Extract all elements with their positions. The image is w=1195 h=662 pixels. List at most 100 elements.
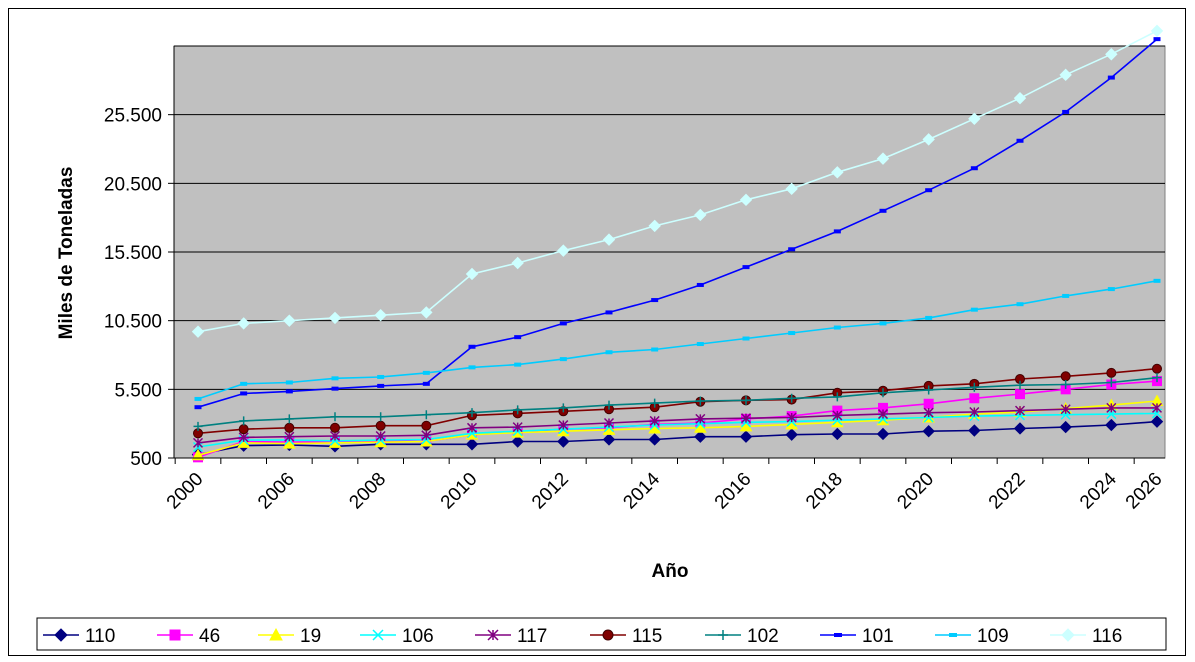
data-point-marker — [514, 362, 522, 367]
x-tick-label: 2026 — [1122, 469, 1167, 514]
y-tick-label: 15.500 — [104, 243, 162, 264]
data-point-marker — [1016, 302, 1024, 307]
data-point-marker — [1062, 109, 1070, 114]
x-tick-label: 2000 — [163, 469, 208, 514]
data-point-marker — [1151, 402, 1163, 413]
data-point-marker — [194, 405, 202, 410]
data-point-marker — [1106, 402, 1117, 413]
series-line — [197, 376, 1158, 428]
legend-label: 110 — [85, 626, 115, 647]
data-point-marker — [331, 376, 339, 381]
legend-label: 101 — [862, 626, 894, 647]
data-point-marker — [514, 335, 522, 340]
legend-label: 46 — [199, 626, 220, 647]
data-point-marker — [877, 413, 889, 424]
legend-box — [36, 617, 1167, 651]
series-line — [197, 280, 1158, 400]
data-point-marker — [739, 430, 753, 443]
data-point-marker — [969, 406, 980, 418]
data-point-marker — [419, 434, 433, 447]
data-point-marker — [557, 244, 570, 257]
data-point-marker — [925, 188, 933, 193]
data-point-marker — [949, 633, 957, 637]
data-point-marker — [169, 629, 181, 641]
data-point-marker — [240, 381, 248, 386]
data-point-marker — [285, 389, 293, 394]
data-point-marker — [1014, 405, 1026, 416]
gridlines — [174, 45, 1165, 390]
data-point-marker — [1060, 371, 1071, 382]
legend-label: 116 — [1092, 626, 1122, 647]
data-point-marker — [1060, 404, 1071, 415]
data-point-marker — [695, 396, 705, 406]
series-line — [197, 30, 1158, 333]
data-point-marker — [695, 413, 706, 424]
data-point-marker — [831, 166, 844, 179]
data-point-marker — [648, 433, 661, 446]
y-tick-label: 25.500 — [104, 106, 162, 127]
legend-label: 115 — [632, 626, 662, 647]
data-point-marker — [696, 342, 704, 347]
data-point-marker — [421, 410, 431, 420]
series-102 — [193, 373, 1162, 431]
data-point-marker — [1107, 75, 1115, 80]
series-line — [197, 367, 1158, 435]
data-point-marker — [787, 393, 797, 403]
series-109 — [194, 278, 1161, 401]
data-point-marker — [786, 412, 797, 423]
y-axis-title: Miles de Toneladas — [56, 167, 77, 340]
data-point-marker — [237, 317, 250, 330]
legend-item-109: 109 — [935, 626, 1009, 647]
data-point-marker — [968, 112, 981, 125]
data-point-marker — [54, 628, 68, 642]
data-point-marker — [376, 412, 386, 422]
data-point-marker — [556, 424, 570, 437]
data-point-marker — [283, 314, 296, 327]
data-point-marker — [877, 409, 889, 420]
data-point-marker — [191, 325, 205, 338]
series-layer — [191, 24, 1164, 463]
data-point-marker — [1059, 68, 1072, 82]
data-point-marker — [785, 428, 798, 441]
y-tick-label: 10.500 — [104, 312, 162, 333]
legend-label: 117 — [517, 626, 547, 647]
legend-item-110: 110 — [43, 626, 115, 647]
data-point-marker — [1105, 418, 1118, 432]
legend-item-19: 19 — [258, 626, 321, 647]
data-point-marker — [1062, 293, 1070, 298]
data-point-marker — [422, 370, 430, 375]
x-tick-label: 2014 — [619, 468, 664, 513]
legend-label: 109 — [977, 626, 1009, 647]
data-point-marker — [1106, 367, 1117, 378]
data-point-marker — [377, 374, 385, 379]
data-point-marker — [1150, 415, 1164, 428]
data-point-marker — [968, 424, 981, 437]
series-line — [197, 400, 1158, 457]
data-point-marker — [695, 418, 706, 429]
data-point-marker — [742, 265, 750, 270]
x-tick-label: 2012 — [528, 469, 573, 514]
legend-item-106: 106 — [360, 626, 434, 647]
x-tick-label: 2006 — [254, 469, 299, 514]
data-point-marker — [922, 425, 935, 438]
data-point-marker — [513, 405, 523, 415]
data-point-marker — [832, 410, 843, 421]
data-point-marker — [1153, 37, 1161, 42]
data-point-marker — [284, 414, 294, 424]
data-point-marker — [284, 431, 295, 442]
data-point-marker — [878, 388, 888, 398]
data-point-marker — [194, 396, 202, 401]
legend-item-117: 117 — [475, 626, 547, 647]
data-point-marker — [240, 391, 248, 396]
data-point-marker — [330, 422, 340, 433]
data-point-marker — [651, 347, 659, 352]
data-point-marker — [923, 412, 934, 423]
data-point-marker — [239, 416, 249, 426]
data-point-marker — [694, 430, 707, 443]
data-point-marker — [487, 629, 499, 641]
legend-label: 102 — [747, 626, 779, 647]
x-tick-label: 2018 — [802, 469, 847, 514]
legend-item-116: 116 — [1050, 626, 1122, 647]
data-point-marker — [511, 435, 524, 448]
data-point-marker — [466, 422, 478, 433]
